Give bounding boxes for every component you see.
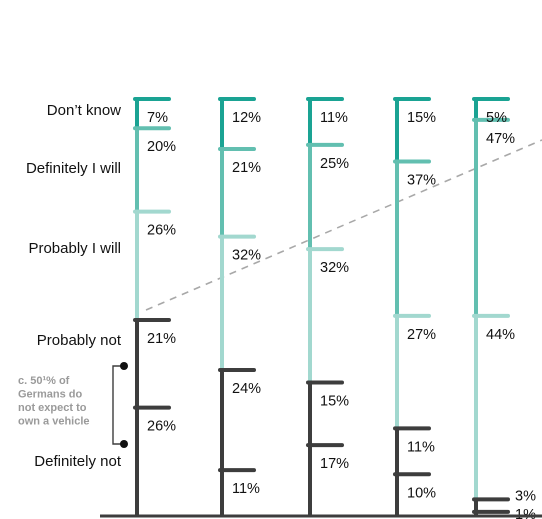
annotation-bracket [112,365,124,445]
bar-2-probably-not-value-label: 24% [232,381,261,397]
bar-3-definitely-i-will-value-label: 25% [320,156,349,172]
bar-5-dont-know-value-label: 5% [486,110,507,126]
annotation-text-line-3: not expect to [18,402,87,414]
category-label-probably-i-will: Probably I will [28,240,121,257]
bar-4-probably-not-value-label: 11% [407,439,435,455]
annotation-text-line-4: own a vehicle [18,416,90,428]
category-label-dont-know: Don’t know [47,102,121,119]
annotation-text-line-1: c. 50¹% of [18,375,70,387]
bar-4-dont-know-value-label: 15% [407,110,436,126]
bar-1-probably-i-will-value-label: 26% [147,223,176,239]
bar-1-definitely-not-value-label: 26% [147,419,176,435]
bar-3-probably-i-will-value-label: 32% [320,260,349,276]
bar-2-definitely-i-will-value-label: 21% [232,160,261,176]
bar-5-probably-i-will-value-label: 44% [486,327,515,343]
bar-4-definitely-i-will-value-label: 37% [407,173,436,189]
bar-1-dont-know-value-label: 7% [147,110,168,126]
bar-2-definitely-not-value-label: 11% [232,481,260,497]
category-label-definitely-i-will: Definitely I will [26,160,121,177]
bar-1-probably-not-value-label: 21% [147,331,176,347]
annotation-dot-bottom [120,440,128,448]
bar-2-dont-know-value-label: 12% [232,110,261,126]
bar-3-probably-not-value-label: 15% [320,394,349,410]
bar-4-probably-i-will-value-label: 27% [407,327,436,343]
category-label-probably-not: Probably not [37,332,122,349]
bar-4-definitely-not-value-label: 10% [407,485,436,501]
trend-line [145,139,542,311]
annotation-dot-top [120,362,128,370]
bar-3-dont-know-value-label: 11% [320,110,348,126]
bar-2-probably-i-will-value-label: 32% [232,248,261,264]
category-label-definitely-not: Definitely not [34,453,122,470]
annotation-text-line-2: Germans do [18,389,82,401]
bar-5-probably-not-value-label: 3% [515,488,536,504]
bar-5-definitely-i-will-value-label: 47% [486,131,515,147]
bar-3-definitely-not-value-label: 17% [320,456,349,472]
bar-1-definitely-i-will-value-label: 20% [147,139,176,155]
